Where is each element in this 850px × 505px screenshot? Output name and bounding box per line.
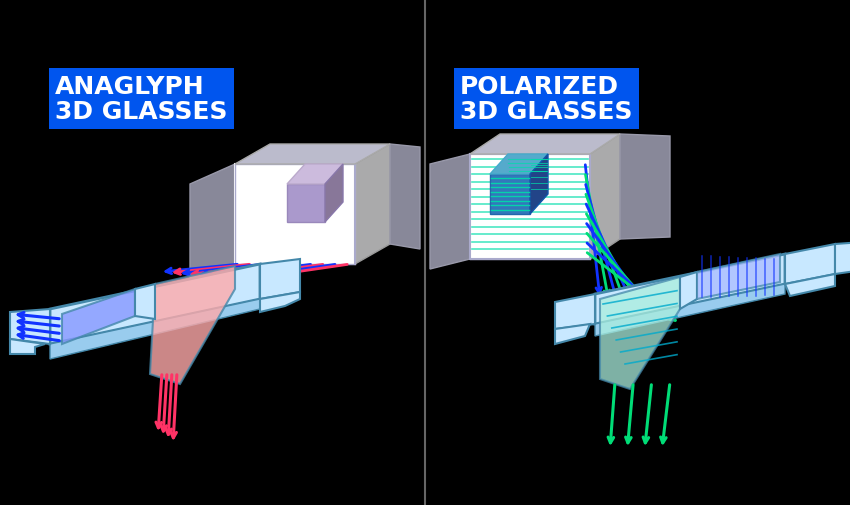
Polygon shape	[325, 165, 343, 223]
Polygon shape	[470, 135, 620, 155]
Text: ANAGLYPH
3D GLASSES: ANAGLYPH 3D GLASSES	[55, 75, 228, 124]
Polygon shape	[470, 155, 590, 260]
Polygon shape	[680, 273, 697, 310]
Polygon shape	[430, 155, 470, 270]
Polygon shape	[62, 289, 135, 344]
Polygon shape	[50, 265, 260, 344]
Polygon shape	[10, 339, 45, 355]
Polygon shape	[530, 155, 548, 215]
Polygon shape	[190, 165, 235, 289]
Polygon shape	[595, 255, 785, 324]
Polygon shape	[10, 310, 50, 344]
Polygon shape	[555, 324, 590, 344]
Text: POLARIZED
3D GLASSES: POLARIZED 3D GLASSES	[460, 75, 632, 124]
Polygon shape	[835, 239, 850, 274]
Polygon shape	[595, 284, 785, 336]
Polygon shape	[697, 255, 780, 299]
Polygon shape	[490, 175, 530, 215]
Polygon shape	[50, 299, 260, 359]
Polygon shape	[260, 292, 300, 313]
Polygon shape	[785, 244, 835, 284]
Polygon shape	[620, 135, 670, 239]
Polygon shape	[590, 135, 620, 260]
Polygon shape	[355, 145, 390, 265]
Polygon shape	[287, 185, 325, 223]
Polygon shape	[150, 267, 235, 384]
Polygon shape	[555, 294, 595, 329]
Polygon shape	[260, 260, 300, 299]
Polygon shape	[490, 155, 548, 175]
Polygon shape	[135, 284, 155, 319]
Polygon shape	[235, 165, 355, 265]
Polygon shape	[235, 145, 390, 165]
Polygon shape	[785, 274, 835, 296]
Polygon shape	[287, 165, 343, 185]
Polygon shape	[390, 145, 420, 249]
Polygon shape	[600, 277, 680, 389]
